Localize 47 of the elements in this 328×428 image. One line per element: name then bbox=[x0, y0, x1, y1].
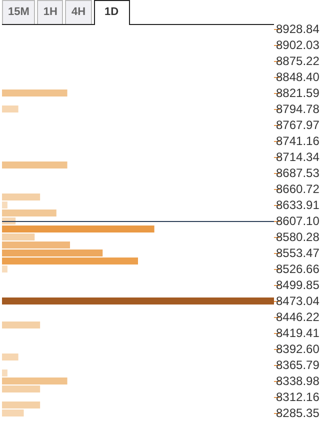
y-tick-label: 8392.60 bbox=[276, 342, 320, 356]
y-tick-label: 8526.66 bbox=[276, 262, 320, 276]
y-tick-label: 8446.22 bbox=[276, 310, 320, 324]
y-tick-label: 8794.78 bbox=[276, 102, 320, 116]
bar bbox=[2, 90, 68, 96]
y-tick-label: 8365.79 bbox=[276, 358, 320, 372]
bar bbox=[2, 354, 18, 360]
text: 15M bbox=[2, 0, 36, 24]
y-tick-label: 8741.16 bbox=[276, 134, 320, 148]
y-tick-label: 8499.85 bbox=[276, 278, 320, 292]
y-tick-label: 8312.16 bbox=[276, 390, 320, 404]
y-tick-label: 8419.41 bbox=[276, 326, 320, 340]
text: 4H bbox=[65, 0, 92, 24]
y-tick-label: 8338.98 bbox=[276, 374, 320, 388]
y-tick-label: 8473.04 bbox=[276, 294, 320, 308]
bar bbox=[2, 250, 103, 256]
bar bbox=[2, 266, 8, 272]
y-tick-label: 8553.47 bbox=[276, 246, 320, 260]
y-tick-label: 8633.91 bbox=[276, 198, 320, 212]
bar bbox=[2, 202, 8, 208]
bar bbox=[2, 386, 40, 392]
y-tick-label: 8928.84 bbox=[276, 22, 320, 36]
bar bbox=[2, 258, 138, 264]
bar bbox=[2, 162, 68, 168]
y-tick-label: 8821.59 bbox=[276, 86, 320, 100]
y-tick-label: 8902.03 bbox=[276, 38, 320, 52]
y-tick-label: 8687.53 bbox=[276, 166, 320, 180]
y-tick-label: 8580.28 bbox=[276, 230, 320, 244]
y-tick-label: 8848.40 bbox=[276, 70, 320, 84]
text: 1H bbox=[37, 0, 64, 24]
bar bbox=[2, 322, 40, 328]
bar bbox=[2, 242, 70, 248]
y-tick-label: 8285.35 bbox=[276, 406, 320, 420]
y-tick-label: 8660.72 bbox=[276, 182, 320, 196]
y-tick-label: 8767.97 bbox=[276, 118, 320, 132]
text: 1D bbox=[94, 0, 130, 25]
bar bbox=[2, 106, 18, 112]
bar bbox=[2, 194, 40, 200]
bar bbox=[2, 370, 8, 376]
bar bbox=[2, 210, 56, 216]
bar bbox=[2, 226, 154, 232]
y-tick-label: 8875.22 bbox=[276, 54, 320, 68]
bar bbox=[2, 298, 274, 304]
bar bbox=[2, 378, 68, 384]
bar bbox=[2, 234, 35, 240]
y-tick-label: 8714.34 bbox=[276, 150, 320, 164]
y-tick-label: 8607.10 bbox=[276, 214, 320, 228]
